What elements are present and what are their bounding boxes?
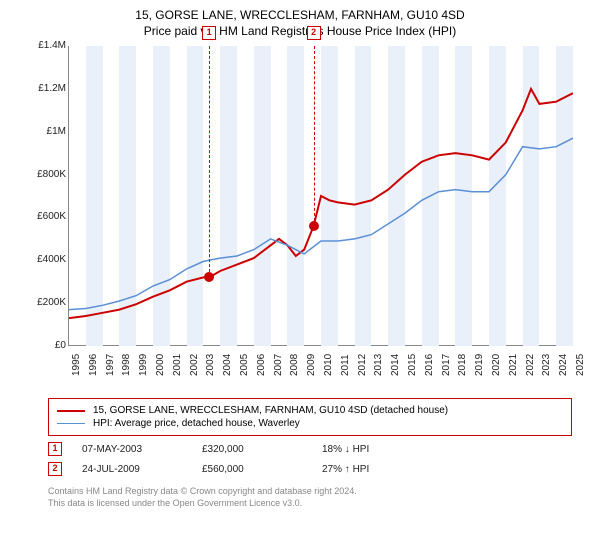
x-tick-label: 2001	[172, 354, 183, 376]
legend-label: 15, GORSE LANE, WRECCLESHAM, FARNHAM, GU…	[93, 405, 448, 416]
x-tick-label: 1995	[71, 354, 82, 376]
legend: 15, GORSE LANE, WRECCLESHAM, FARNHAM, GU…	[48, 398, 572, 436]
series-blue	[69, 138, 573, 310]
legend-swatch-blue	[57, 423, 85, 424]
x-tick-label: 2021	[508, 354, 519, 376]
footer-attribution: Contains HM Land Registry data © Crown c…	[48, 486, 572, 509]
plot-area: 12	[68, 46, 572, 346]
sale-date: 24-JUL-2009	[82, 464, 182, 475]
x-tick-label: 2002	[189, 354, 200, 376]
y-tick-label: £600K	[20, 211, 66, 222]
marker-line	[209, 46, 210, 277]
series-red	[69, 89, 573, 318]
x-tick-label: 2009	[306, 354, 317, 376]
marker-label: 2	[307, 26, 321, 40]
marker-label: 1	[202, 26, 216, 40]
x-tick-label: 2003	[205, 354, 216, 376]
x-tick-label: 1999	[138, 354, 149, 376]
sale-delta: 27% ↑ HPI	[322, 464, 422, 475]
sale-date: 07-MAY-2003	[82, 444, 182, 455]
marker-line	[314, 46, 315, 226]
y-tick-label: £1.2M	[20, 83, 66, 94]
chart-title: 15, GORSE LANE, WRECCLESHAM, FARNHAM, GU…	[8, 8, 592, 22]
legend-swatch-red	[57, 410, 85, 412]
y-tick-label: £800K	[20, 169, 66, 180]
marker-dot	[309, 221, 319, 231]
x-tick-label: 1997	[105, 354, 116, 376]
x-tick-label: 2020	[491, 354, 502, 376]
x-tick-label: 2015	[407, 354, 418, 376]
x-tick-label: 2016	[424, 354, 435, 376]
x-tick-label: 2025	[575, 354, 586, 376]
y-tick-label: £1M	[20, 126, 66, 137]
x-tick-label: 1996	[88, 354, 99, 376]
sale-delta: 18% ↓ HPI	[322, 444, 422, 455]
y-tick-label: £1.4M	[20, 40, 66, 51]
marker-dot	[204, 272, 214, 282]
x-tick-label: 2013	[373, 354, 384, 376]
y-tick-label: £200K	[20, 297, 66, 308]
x-tick-label: 2011	[340, 354, 351, 376]
sale-marker-icon: 2	[48, 462, 62, 476]
y-tick-label: £0	[20, 340, 66, 351]
x-tick-label: 2023	[541, 354, 552, 376]
x-tick-label: 2008	[289, 354, 300, 376]
sale-row: 2 24-JUL-2009 £560,000 27% ↑ HPI	[48, 462, 572, 476]
sale-marker-icon: 1	[48, 442, 62, 456]
line-svg	[69, 46, 573, 346]
x-tick-label: 2012	[357, 354, 368, 376]
x-tick-label: 2000	[155, 354, 166, 376]
x-tick-label: 2018	[457, 354, 468, 376]
x-tick-label: 2005	[239, 354, 250, 376]
x-tick-label: 2014	[390, 354, 401, 376]
x-tick-label: 2004	[222, 354, 233, 376]
legend-item: 15, GORSE LANE, WRECCLESHAM, FARNHAM, GU…	[57, 405, 563, 416]
legend-item: HPI: Average price, detached house, Wave…	[57, 418, 563, 429]
x-tick-label: 2017	[441, 354, 452, 376]
legend-label: HPI: Average price, detached house, Wave…	[93, 418, 300, 429]
sale-row: 1 07-MAY-2003 £320,000 18% ↓ HPI	[48, 442, 572, 456]
x-tick-label: 2007	[273, 354, 284, 376]
x-tick-label: 2024	[558, 354, 569, 376]
footer-line: This data is licensed under the Open Gov…	[48, 498, 572, 510]
chart-container: £0£200K£400K£600K£800K£1M£1.2M£1.4M 12 1…	[20, 46, 580, 386]
x-tick-label: 2019	[474, 354, 485, 376]
x-tick-label: 2006	[256, 354, 267, 376]
x-tick-label: 2010	[323, 354, 334, 376]
x-tick-label: 1998	[121, 354, 132, 376]
sale-price: £560,000	[202, 464, 302, 475]
x-tick-label: 2022	[525, 354, 536, 376]
y-tick-label: £400K	[20, 254, 66, 265]
footer-line: Contains HM Land Registry data © Crown c…	[48, 486, 572, 498]
sale-price: £320,000	[202, 444, 302, 455]
chart-subtitle: Price paid vs. HM Land Registry's House …	[8, 24, 592, 38]
